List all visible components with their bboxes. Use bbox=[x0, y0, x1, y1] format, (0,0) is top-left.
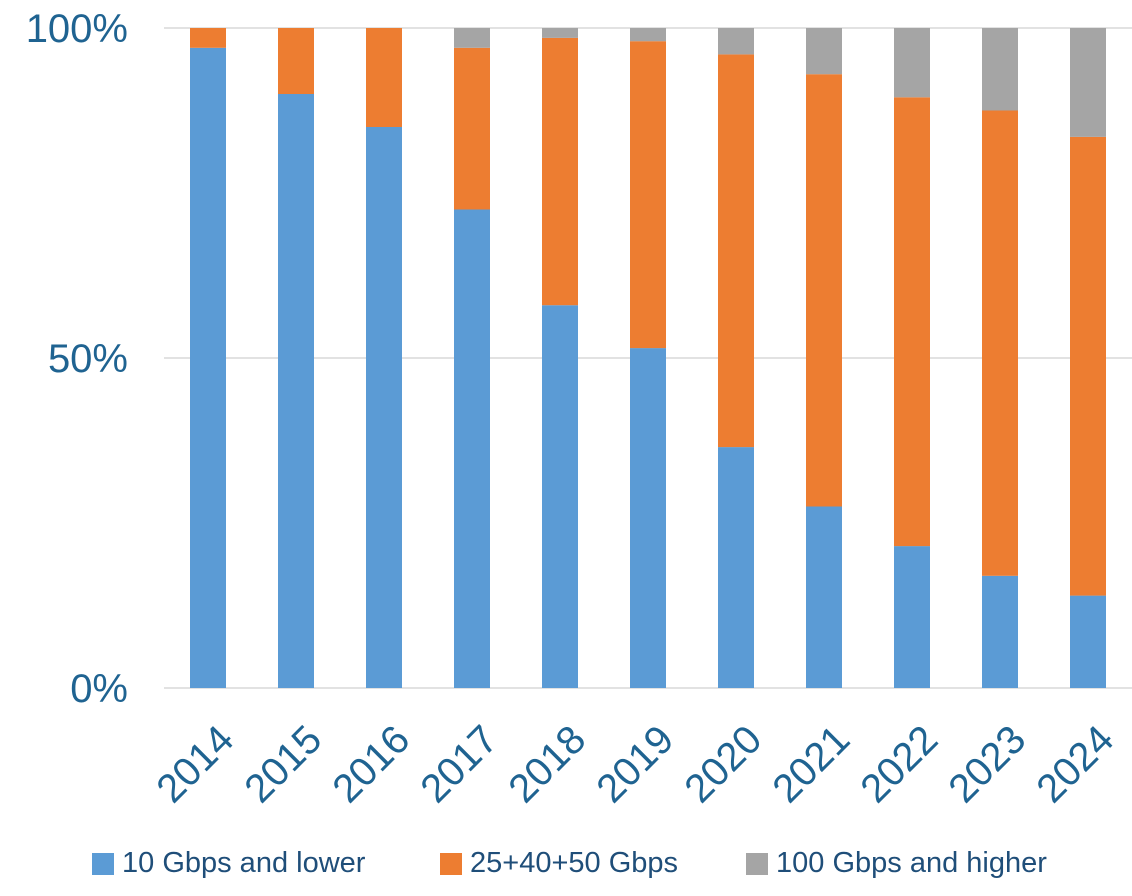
bar-2015-series-2 bbox=[278, 28, 314, 94]
bar-2019-series-3 bbox=[630, 28, 666, 42]
bars bbox=[190, 28, 1106, 689]
bar-2018-series-1 bbox=[542, 305, 578, 688]
x-tick-label-2019: 2019 bbox=[588, 717, 682, 811]
x-tick-label-2018: 2018 bbox=[500, 717, 594, 811]
x-tick-label-2021: 2021 bbox=[764, 717, 858, 811]
x-tick-label-2015: 2015 bbox=[236, 717, 330, 811]
x-tick-label-2022: 2022 bbox=[852, 717, 946, 811]
bar-2014-series-2 bbox=[190, 28, 226, 48]
bar-2017-series-3 bbox=[454, 28, 490, 48]
bar-2019-series-2 bbox=[630, 41, 666, 349]
bar-2022-series-2 bbox=[894, 97, 930, 547]
bar-2023-series-3 bbox=[982, 28, 1018, 111]
x-tick-label-2024: 2024 bbox=[1028, 717, 1122, 811]
bar-2020-series-1 bbox=[718, 447, 754, 688]
bar-2022-series-3 bbox=[894, 28, 930, 98]
x-tick-label-2014: 2014 bbox=[148, 717, 242, 811]
x-tick-label-2017: 2017 bbox=[412, 717, 506, 811]
legend-label-series-1: 10 Gbps and lower bbox=[122, 847, 366, 879]
bar-2023-series-2 bbox=[982, 110, 1018, 576]
bar-2015-series-1 bbox=[278, 94, 314, 688]
bar-2023-series-1 bbox=[982, 575, 1018, 688]
bar-2024-series-3 bbox=[1070, 28, 1106, 137]
bar-2019-series-1 bbox=[630, 348, 666, 688]
legend-swatch-series-3 bbox=[746, 853, 768, 875]
legend-swatch-series-2 bbox=[440, 853, 462, 875]
x-tick-label-2023: 2023 bbox=[940, 717, 1034, 811]
x-tick-label-2016: 2016 bbox=[324, 717, 418, 811]
y-axis: 0% 50% 100% bbox=[26, 7, 128, 711]
legend-label-series-3: 100 Gbps and higher bbox=[776, 847, 1047, 879]
bar-2017-series-1 bbox=[454, 209, 490, 688]
bar-2014-series-1 bbox=[190, 47, 226, 689]
bar-2016-series-2 bbox=[366, 28, 402, 127]
y-tick-label-100pct: 100% bbox=[26, 7, 128, 51]
bar-2020-series-2 bbox=[718, 54, 754, 448]
legend: 10 Gbps and lower 25+40+50 Gbps 100 Gbps a… bbox=[92, 847, 1047, 879]
bar-2020-series-3 bbox=[718, 28, 754, 55]
bar-2021-series-1 bbox=[806, 506, 842, 688]
bar-2018-series-3 bbox=[542, 28, 578, 38]
bar-2018-series-2 bbox=[542, 37, 578, 306]
bar-2021-series-2 bbox=[806, 74, 842, 507]
bar-2016-series-1 bbox=[366, 127, 402, 688]
legend-label-series-2: 25+40+50 Gbps bbox=[470, 847, 678, 879]
bar-2024-series-1 bbox=[1070, 595, 1106, 688]
bar-2024-series-2 bbox=[1070, 136, 1106, 596]
bar-2017-series-2 bbox=[454, 47, 490, 210]
x-tick-label-2020: 2020 bbox=[676, 717, 770, 811]
legend-swatch-series-1 bbox=[92, 853, 114, 875]
y-tick-label-50pct: 50% bbox=[48, 337, 128, 381]
y-tick-label-0pct: 0% bbox=[70, 667, 128, 711]
bar-2022-series-1 bbox=[894, 546, 930, 688]
bar-2021-series-3 bbox=[806, 28, 842, 75]
x-axis: 2014201520162017201820192020202120222023… bbox=[148, 717, 1122, 811]
